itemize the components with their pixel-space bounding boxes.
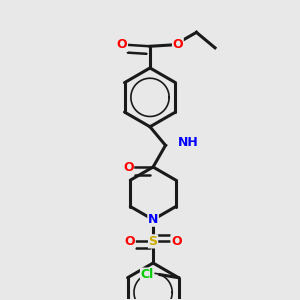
Text: O: O <box>171 235 181 248</box>
Text: NH: NH <box>178 136 199 149</box>
Text: O: O <box>172 38 183 51</box>
Text: Cl: Cl <box>140 268 154 281</box>
Text: S: S <box>148 235 158 248</box>
Text: O: O <box>124 235 135 248</box>
Text: O: O <box>117 38 128 51</box>
Text: N: N <box>148 213 158 226</box>
Text: O: O <box>123 160 134 173</box>
